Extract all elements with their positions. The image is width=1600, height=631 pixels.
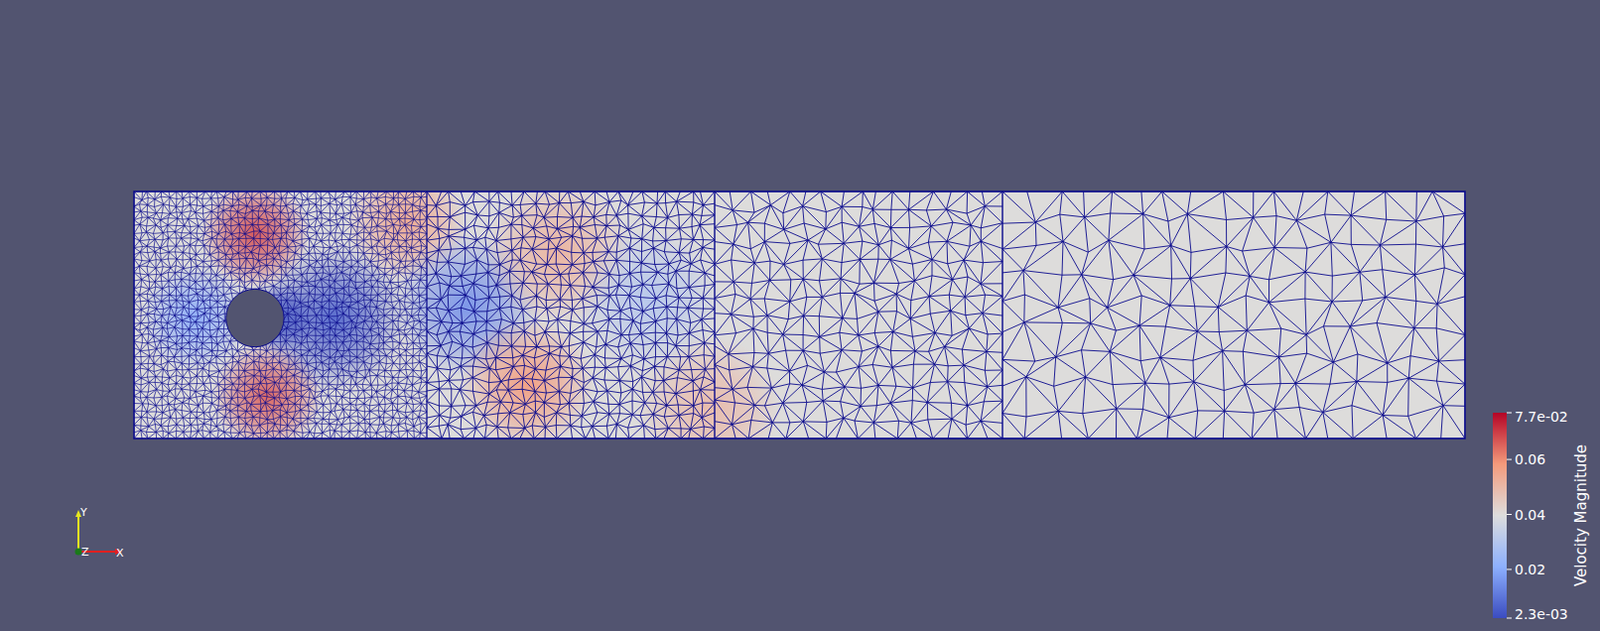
colorbar — [1492, 412, 1507, 619]
domain — [133, 191, 1466, 439]
tick-label: 0.06 — [1514, 451, 1546, 468]
tick-label: 7.7e-02 — [1514, 408, 1569, 425]
tick — [1506, 568, 1512, 570]
axis-y — [77, 514, 80, 552]
mesh — [133, 191, 427, 439]
tick — [1506, 412, 1512, 414]
domain-border — [133, 191, 1466, 439]
tick — [1506, 459, 1512, 461]
mesh — [426, 191, 715, 439]
colorbar-title: Velocity Magnitude — [1572, 444, 1591, 587]
tick-label: 2.3e-03 — [1514, 606, 1569, 623]
canvas: 2.3e-03 0.02 0.04 0.06 7.7e-02 Velocity Magni… — [0, 0, 1600, 631]
axis-label: Z — [81, 545, 90, 559]
cylinder — [226, 288, 285, 347]
tick-label: 0.04 — [1514, 507, 1546, 524]
mesh — [714, 191, 1003, 439]
axis-label: Y — [79, 506, 88, 520]
tick-label: 0.02 — [1514, 561, 1546, 578]
tick — [1506, 618, 1512, 620]
axis-label: X — [116, 546, 125, 560]
tick — [1506, 514, 1512, 516]
field-background — [133, 191, 1466, 439]
mesh — [1002, 191, 1466, 439]
